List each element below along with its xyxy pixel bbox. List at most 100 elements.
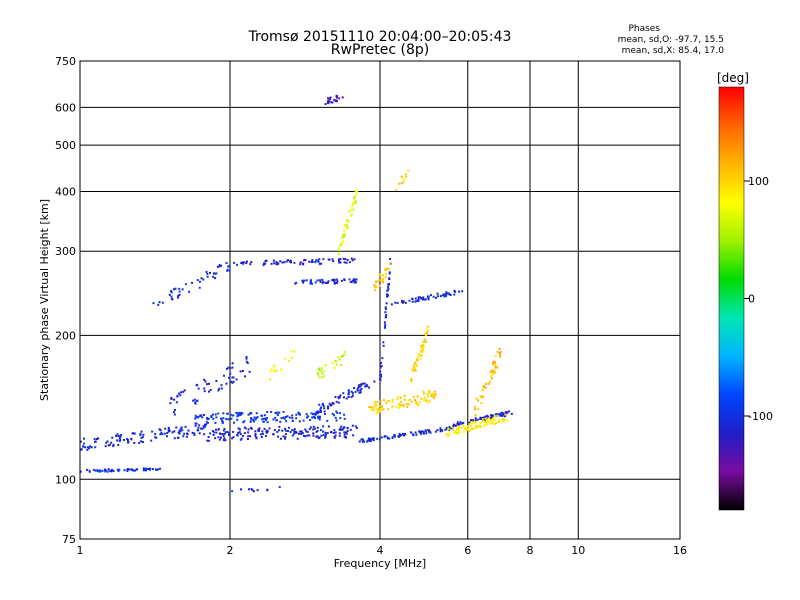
data-point <box>369 406 372 409</box>
data-point <box>434 393 437 396</box>
data-point <box>386 295 389 298</box>
data-point <box>345 261 348 264</box>
data-point <box>265 418 268 421</box>
data-point <box>309 282 312 285</box>
data-point <box>315 412 318 415</box>
data-point <box>266 430 269 433</box>
data-point <box>249 435 252 438</box>
data-point <box>400 434 403 437</box>
data-point <box>273 370 276 373</box>
data-point <box>264 260 267 263</box>
data-point <box>320 410 323 413</box>
data-point <box>274 411 277 414</box>
data-point <box>106 440 109 443</box>
data-point <box>460 422 463 425</box>
data-point <box>377 409 380 412</box>
data-point <box>179 430 182 433</box>
data-point <box>99 469 102 472</box>
data-point <box>396 398 399 401</box>
data-point <box>339 261 342 264</box>
plot-frame <box>79 60 681 540</box>
data-point <box>427 430 430 433</box>
data-point <box>157 468 160 471</box>
data-point <box>493 361 496 364</box>
data-point <box>457 429 460 432</box>
data-point <box>387 268 390 271</box>
data-point <box>477 399 480 402</box>
data-point <box>345 431 348 434</box>
data-point <box>492 360 495 363</box>
data-point <box>400 404 403 407</box>
data-point <box>288 260 291 263</box>
data-point <box>207 390 210 393</box>
data-point <box>232 414 235 417</box>
data-point <box>352 202 355 205</box>
data-point <box>388 262 391 265</box>
data-point <box>420 354 423 357</box>
data-point <box>117 443 120 446</box>
data-point <box>411 300 414 303</box>
data-point <box>116 433 119 436</box>
data-point <box>340 355 343 358</box>
data-point <box>338 358 341 361</box>
data-point <box>383 326 386 329</box>
data-point <box>177 392 180 395</box>
data-point <box>260 414 263 417</box>
data-point <box>265 430 268 433</box>
data-point <box>232 421 235 424</box>
data-point <box>261 432 264 435</box>
data-point <box>463 431 466 434</box>
data-point <box>227 265 230 268</box>
data-point <box>216 265 219 268</box>
data-point <box>198 286 201 289</box>
data-point <box>343 431 346 434</box>
data-point <box>426 330 429 333</box>
data-point <box>318 279 321 282</box>
data-point <box>465 427 468 430</box>
y-tick-label: 500 <box>55 139 76 152</box>
data-point <box>170 398 173 401</box>
data-point <box>391 401 394 404</box>
data-point <box>316 279 319 282</box>
data-point <box>420 397 423 400</box>
data-point <box>378 410 381 413</box>
data-point <box>87 447 90 450</box>
data-point <box>213 431 216 434</box>
data-point <box>433 390 436 393</box>
data-point <box>221 420 224 423</box>
data-point <box>385 293 388 296</box>
data-point <box>317 260 320 263</box>
data-point <box>415 365 418 368</box>
data-point <box>285 420 288 423</box>
data-point <box>375 412 378 415</box>
data-point <box>349 281 352 284</box>
data-point <box>376 437 379 440</box>
data-point <box>379 404 382 407</box>
data-point <box>458 430 461 433</box>
data-point <box>336 356 339 359</box>
data-point <box>387 288 390 291</box>
data-point <box>177 296 180 299</box>
data-point <box>316 259 319 262</box>
data-point <box>141 436 144 439</box>
data-point <box>299 261 302 264</box>
data-point <box>484 415 487 418</box>
data-point <box>384 272 387 275</box>
data-point <box>373 407 376 410</box>
data-point <box>415 300 418 303</box>
data-point <box>152 302 155 305</box>
data-point <box>240 261 243 264</box>
data-point <box>426 395 429 398</box>
data-point <box>384 323 387 326</box>
data-point <box>403 178 406 181</box>
data-point <box>218 387 221 390</box>
data-point <box>230 417 233 420</box>
data-point <box>119 435 122 438</box>
data-point <box>336 280 339 283</box>
data-point <box>398 406 401 409</box>
data-point <box>198 280 201 283</box>
data-point <box>312 413 315 416</box>
data-point <box>252 490 255 493</box>
data-point <box>365 383 368 386</box>
data-point <box>474 413 477 416</box>
